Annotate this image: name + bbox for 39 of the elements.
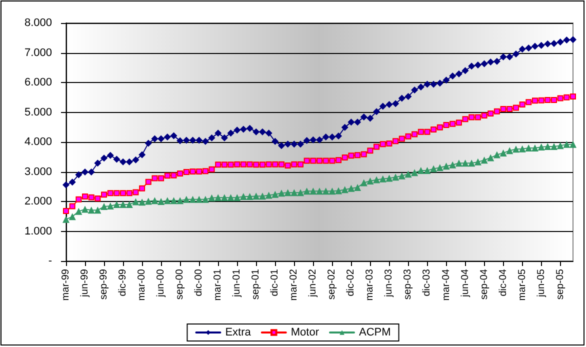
x-tick-label: mar-04 bbox=[440, 268, 452, 301]
x-tick-label: dic-04 bbox=[498, 268, 509, 296]
x-tick-label: dic-01 bbox=[270, 268, 281, 296]
y-tick-label: 4.000 bbox=[24, 136, 52, 148]
x-tick-label: sep-99 bbox=[98, 268, 110, 300]
x-tick-label: sep-00 bbox=[174, 268, 186, 300]
x-tick-label: dic-02 bbox=[346, 268, 357, 296]
y-tick-label: 7.000 bbox=[24, 46, 52, 59]
x-tick-label: mar-00 bbox=[136, 268, 148, 301]
x-tick-label: jun-99 bbox=[80, 268, 91, 298]
x-tick-label: sep-01 bbox=[250, 268, 262, 300]
x-tick-label: jun-00 bbox=[156, 268, 167, 298]
y-tick-label: 6.000 bbox=[24, 76, 52, 88]
x-tick-label: sep-05 bbox=[554, 268, 566, 300]
y-tick-label: 8.000 bbox=[24, 17, 52, 29]
y-tick-label: 2.000 bbox=[24, 196, 52, 208]
legend-label: Extra bbox=[225, 326, 252, 338]
y-tick-label: 1.000 bbox=[24, 225, 52, 238]
x-tick-label: dic-03 bbox=[422, 268, 433, 296]
x-tick-label: mar-03 bbox=[364, 268, 376, 301]
x-tick-label: jun-03 bbox=[384, 268, 395, 298]
y-tick-label: 3.000 bbox=[24, 166, 52, 178]
y-tick-label: 5.000 bbox=[24, 106, 52, 118]
x-tick-label: mar-01 bbox=[212, 268, 224, 301]
x-tick-label: dic-00 bbox=[194, 268, 205, 296]
x-tick-label: jun-01 bbox=[232, 268, 243, 298]
y-tick-label: - bbox=[48, 255, 52, 267]
x-tick-label: mar-02 bbox=[288, 268, 300, 301]
x-tick-label: jun-04 bbox=[460, 268, 471, 298]
x-tick-label: mar-99 bbox=[60, 268, 72, 301]
legend-label: ACPM bbox=[359, 326, 391, 338]
x-tick-label: sep-04 bbox=[478, 268, 490, 300]
x-tick-label: jun-02 bbox=[308, 268, 319, 298]
legend-label: Motor bbox=[290, 326, 320, 338]
x-tick-label: jun-05 bbox=[536, 268, 547, 298]
x-tick-label: sep-03 bbox=[402, 268, 414, 300]
x-tick-label: dic-99 bbox=[118, 268, 129, 296]
x-tick-label: sep-02 bbox=[326, 268, 338, 300]
x-tick-label: mar-05 bbox=[516, 268, 528, 301]
